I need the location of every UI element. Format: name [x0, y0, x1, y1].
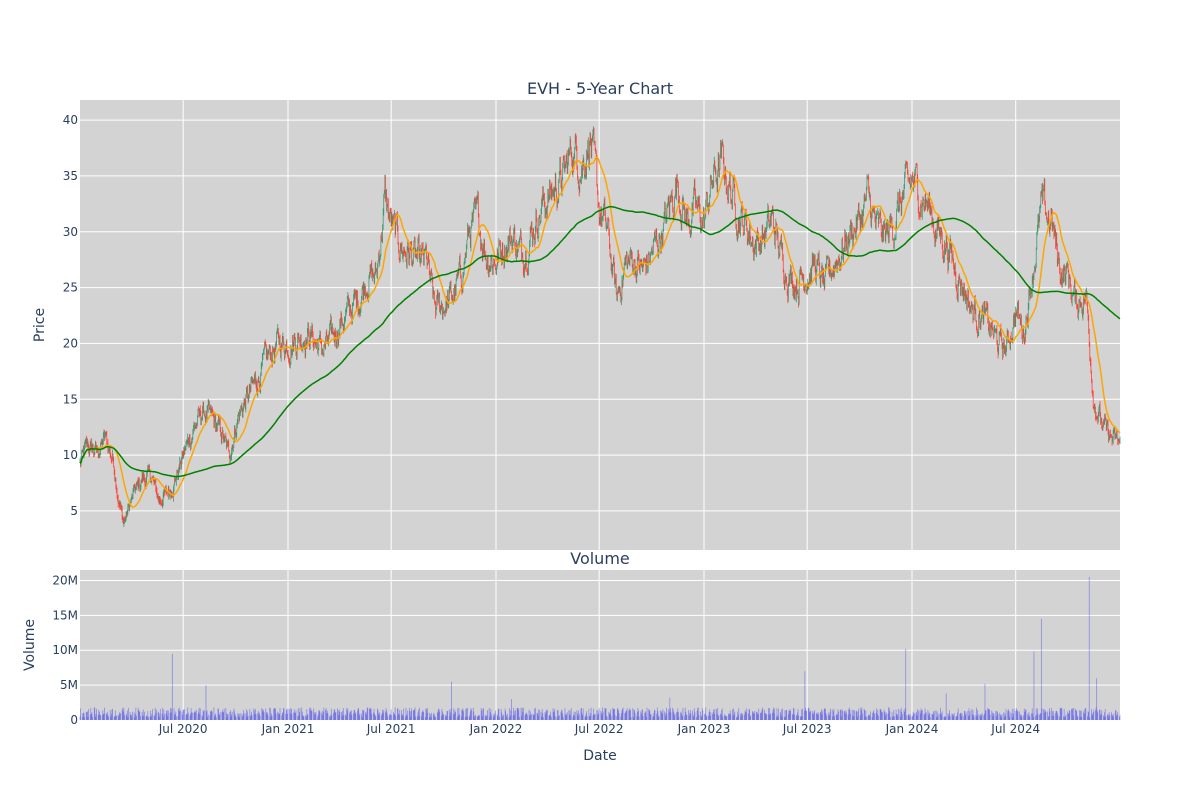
volume-grid — [80, 570, 1120, 720]
x-tick-label: Jan 2021 — [261, 722, 315, 736]
price-plot-background — [80, 100, 1120, 550]
volume-y-axis-title: Volume — [22, 619, 38, 671]
x-axis-title: Date — [583, 748, 616, 764]
x-tick-label: Jul 2022 — [574, 722, 624, 736]
price-y-tick-label: 15 — [63, 392, 78, 406]
x-ticks: Jul 2020 Jan 2021 Jul 2021 Jan 2022 Jul 2022… — [158, 722, 1040, 736]
price-y-tick-label: 25 — [63, 281, 78, 295]
volume-y-tick-label: 5M — [60, 678, 78, 692]
volume-bars — [79, 576, 1121, 720]
x-tick-label: Jan 2023 — [677, 722, 731, 736]
x-tick-label: Jul 2023 — [782, 722, 832, 736]
volume-y-tick-label: 0 — [70, 713, 78, 727]
price-y-tick-label: 30 — [63, 225, 78, 239]
volume-plot-background — [80, 570, 1120, 720]
price-y-axis-title: Price — [32, 308, 48, 342]
price-y-tick-label: 35 — [63, 169, 78, 183]
ma-short-line — [79, 156, 1121, 508]
candlesticks — [79, 126, 1121, 527]
volume-y-tick-label: 10M — [52, 643, 78, 657]
price-y-tick-label: 40 — [63, 113, 78, 127]
ma-long-line — [79, 205, 1121, 478]
price-y-tick-label: 20 — [63, 336, 78, 350]
x-tick-label: Jul 2024 — [990, 722, 1040, 736]
x-tick-label: Jul 2020 — [158, 722, 208, 736]
price-chart-title: EVH - 5-Year Chart — [527, 79, 673, 98]
price-y-ticks: 5 10 15 20 25 30 35 40 — [63, 113, 78, 518]
price-y-tick-label: 10 — [63, 448, 78, 462]
x-tick-label: Jan 2022 — [469, 722, 523, 736]
volume-y-tick-label: 20M — [52, 573, 78, 587]
volume-y-ticks: 0 5M 10M 15M 20M — [52, 573, 78, 727]
x-tick-label: Jan 2024 — [885, 722, 939, 736]
volume-y-tick-label: 15M — [52, 608, 78, 622]
price-y-tick-label: 5 — [70, 504, 78, 518]
volume-chart-title: Volume — [570, 549, 630, 568]
x-tick-label: Jul 2021 — [366, 722, 416, 736]
